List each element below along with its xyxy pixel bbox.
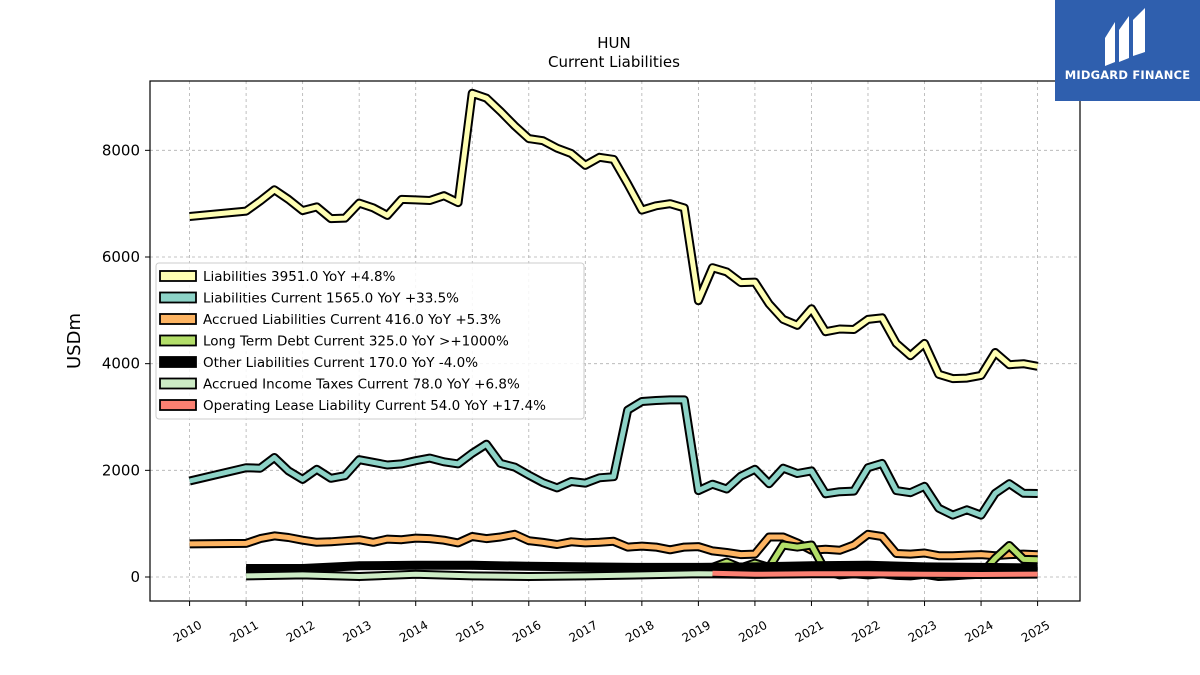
series-1 (188, 395, 1038, 520)
x-tick-label: 2021 (793, 618, 826, 645)
x-tick-label: 2023 (906, 618, 939, 645)
series-line (189, 531, 1038, 559)
legend-swatch (159, 356, 197, 368)
legend-swatch (159, 399, 197, 411)
series-line (712, 570, 1038, 577)
x-tick-label: 2011 (227, 618, 260, 645)
x-tick-label: 2018 (623, 618, 656, 645)
y-axis-label: USDm (64, 313, 85, 369)
grid-lines (150, 81, 1080, 601)
y-tick-label: 4000 (102, 355, 140, 373)
legend-label: Liabilities 3951.0 YoY +4.8% (203, 269, 396, 285)
x-tick-label: 2022 (849, 618, 882, 645)
series-line (189, 397, 1038, 518)
legend-item: Liabilities 3951.0 YoY +4.8% (159, 269, 396, 285)
chart-title: HUN (597, 34, 630, 52)
logo-mark-icon (1105, 8, 1145, 66)
series-6 (712, 568, 1038, 579)
legend-label: Accrued Income Taxes Current 78.0 YoY +6… (203, 377, 520, 393)
x-tick-label: 2017 (567, 618, 600, 645)
legend-item: Liabilities Current 1565.0 YoY +33.5% (159, 291, 459, 307)
legend-item: Accrued Income Taxes Current 78.0 YoY +6… (159, 377, 520, 393)
x-tick-label: 2010 (171, 618, 204, 645)
legend-label: Liabilities Current 1565.0 YoY +33.5% (203, 291, 459, 307)
x-tick-label: 2024 (962, 618, 995, 645)
series-layer (188, 88, 1039, 581)
x-tick-label: 2012 (284, 618, 317, 645)
x-tick-label: 2014 (397, 618, 430, 645)
brand-logo: MIDGARD FINANCE (1055, 0, 1200, 101)
legend-box (155, 262, 585, 420)
x-tick-label: 2025 (1019, 618, 1052, 645)
legend-item: Operating Lease Liability Current 54.0 Y… (159, 398, 546, 414)
legend-swatch (159, 291, 197, 304)
x-tick-label: 2016 (510, 618, 543, 645)
legend-swatch (159, 334, 197, 347)
legend-swatch (159, 377, 197, 390)
series-line (246, 562, 1038, 571)
chart-subtitle: Current Liabilities (548, 53, 680, 71)
x-tick-label: 2019 (680, 618, 713, 645)
plot-frame (149, 80, 1081, 602)
x-tick-label: 2015 (454, 618, 487, 645)
legend-item: Long Term Debt Current 325.0 YoY >+1000% (159, 334, 509, 350)
y-tick-label: 6000 (102, 248, 140, 266)
series-2 (189, 529, 1038, 561)
legend-swatch (159, 313, 197, 325)
x-tick-label: 2020 (736, 618, 769, 645)
legend: Liabilities 3951.0 YoY +4.8% Liabilities … (155, 262, 585, 420)
y-tick-label: 0 (130, 568, 140, 586)
legend-label: Other Liabilities Current 170.0 YoY -4.0… (203, 355, 478, 371)
series-4 (246, 560, 1038, 573)
legend-item: Other Liabilities Current 170.0 YoY -4.0… (159, 355, 478, 371)
logo-text: MIDGARD FINANCE (1064, 68, 1191, 82)
y-tick-label: 2000 (102, 461, 140, 479)
x-tick-label: 2013 (340, 618, 373, 645)
y-tick-label: 8000 (102, 141, 140, 159)
legend-label: Long Term Debt Current 325.0 YoY >+1000% (203, 334, 509, 350)
series-line (189, 90, 1039, 382)
legend-label: Operating Lease Liability Current 54.0 Y… (203, 398, 546, 414)
legend-label: Accrued Liabilities Current 416.0 YoY +5… (203, 312, 501, 328)
legend-swatch (159, 270, 197, 282)
legend-item: Accrued Liabilities Current 416.0 YoY +5… (159, 312, 501, 328)
series-0 (189, 88, 1039, 384)
